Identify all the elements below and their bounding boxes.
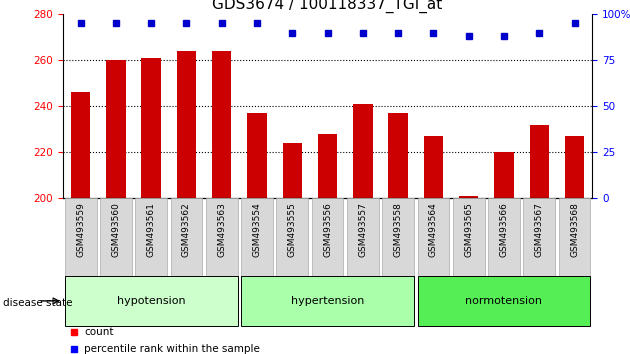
Text: GSM493554: GSM493554 <box>253 202 261 257</box>
FancyBboxPatch shape <box>277 198 308 276</box>
FancyBboxPatch shape <box>65 198 96 276</box>
FancyBboxPatch shape <box>206 198 238 276</box>
Text: GSM493555: GSM493555 <box>288 202 297 257</box>
Text: GSM493562: GSM493562 <box>182 202 191 257</box>
FancyBboxPatch shape <box>559 198 590 276</box>
Text: GSM493566: GSM493566 <box>500 202 508 257</box>
FancyBboxPatch shape <box>241 276 414 326</box>
Bar <box>389 113 408 198</box>
Text: GSM493559: GSM493559 <box>76 202 85 257</box>
Text: GSM493558: GSM493558 <box>394 202 403 257</box>
Bar <box>353 104 372 198</box>
Text: GSM493557: GSM493557 <box>358 202 367 257</box>
Text: hypertension: hypertension <box>291 296 364 306</box>
Bar <box>283 143 302 198</box>
Bar <box>212 51 231 198</box>
Text: GSM493564: GSM493564 <box>429 202 438 257</box>
Bar <box>530 125 549 198</box>
FancyBboxPatch shape <box>312 198 343 276</box>
Bar <box>424 136 443 198</box>
FancyBboxPatch shape <box>135 198 167 276</box>
Text: GSM493561: GSM493561 <box>147 202 156 257</box>
Text: GSM493565: GSM493565 <box>464 202 473 257</box>
FancyBboxPatch shape <box>382 198 414 276</box>
Text: GSM493563: GSM493563 <box>217 202 226 257</box>
Text: disease state: disease state <box>3 298 72 308</box>
Text: GSM493568: GSM493568 <box>570 202 579 257</box>
Text: normotension: normotension <box>466 296 542 306</box>
Bar <box>495 152 513 198</box>
Text: hypotension: hypotension <box>117 296 185 306</box>
Bar <box>142 58 161 198</box>
Text: count: count <box>84 327 113 337</box>
Title: GDS3674 / 100118337_TGI_at: GDS3674 / 100118337_TGI_at <box>212 0 443 13</box>
Text: GSM493560: GSM493560 <box>112 202 120 257</box>
Bar <box>177 51 196 198</box>
FancyBboxPatch shape <box>524 198 555 276</box>
FancyBboxPatch shape <box>171 198 202 276</box>
Bar <box>318 134 337 198</box>
FancyBboxPatch shape <box>100 198 132 276</box>
Text: GSM493567: GSM493567 <box>535 202 544 257</box>
Text: GSM493556: GSM493556 <box>323 202 332 257</box>
Bar <box>565 136 584 198</box>
Text: percentile rank within the sample: percentile rank within the sample <box>84 344 260 354</box>
Bar <box>106 60 125 198</box>
FancyBboxPatch shape <box>488 198 520 276</box>
FancyBboxPatch shape <box>453 198 484 276</box>
FancyBboxPatch shape <box>347 198 379 276</box>
Bar <box>248 113 266 198</box>
FancyBboxPatch shape <box>418 276 590 326</box>
Bar <box>459 196 478 198</box>
Bar <box>71 92 90 198</box>
FancyBboxPatch shape <box>65 276 238 326</box>
FancyBboxPatch shape <box>241 198 273 276</box>
FancyBboxPatch shape <box>418 198 449 276</box>
